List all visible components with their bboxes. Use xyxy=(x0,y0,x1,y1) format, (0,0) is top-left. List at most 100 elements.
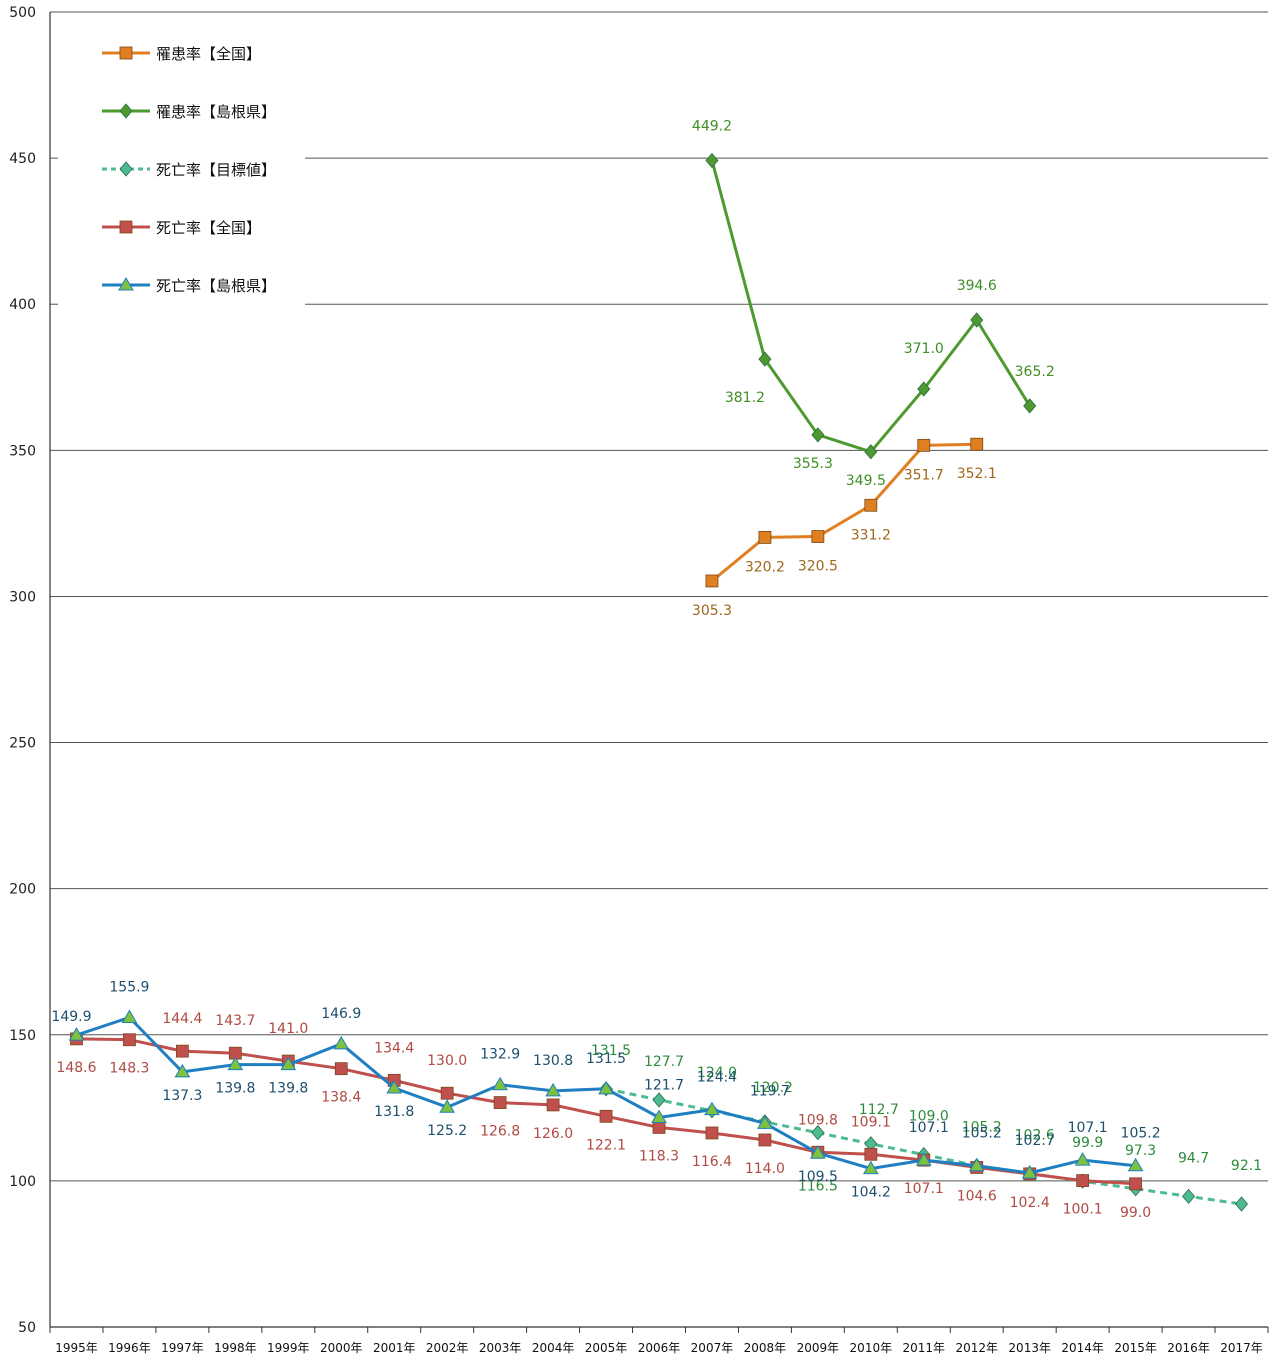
data-point xyxy=(864,498,878,512)
data-label: 134.4 xyxy=(374,1040,414,1056)
data-point xyxy=(970,437,984,451)
x-tick-label: 2006年 xyxy=(638,1341,681,1355)
data-label: 126.8 xyxy=(480,1124,520,1140)
data-label: 109.5 xyxy=(798,1169,838,1185)
data-point xyxy=(492,1076,509,1091)
data-label: 102.6 xyxy=(1015,1127,1055,1143)
data-label: 352.1 xyxy=(957,466,997,482)
data-label: 124.0 xyxy=(697,1065,737,1081)
x-tick-label: 2017年 xyxy=(1220,1341,1263,1355)
data-point xyxy=(1021,1165,1038,1179)
data-point xyxy=(227,1056,244,1071)
data-label: 138.4 xyxy=(321,1090,361,1106)
data-label: 102.4 xyxy=(1010,1195,1050,1211)
data-point xyxy=(651,1109,667,1123)
data-point xyxy=(705,574,719,588)
x-tick-label: 2008年 xyxy=(744,1341,787,1355)
data-point xyxy=(1129,1177,1143,1191)
data-label: 130.0 xyxy=(427,1053,467,1069)
legend-label: 罹患率【島根県】 xyxy=(156,103,276,121)
data-point xyxy=(758,1133,772,1147)
data-point xyxy=(493,1096,507,1109)
data-point xyxy=(599,1109,613,1123)
legend-marker xyxy=(118,277,134,291)
x-tick-label: 1996年 xyxy=(108,1341,151,1355)
legend-marker xyxy=(119,220,133,234)
y-tick-label: 400 xyxy=(9,297,36,313)
data-label: 130.8 xyxy=(533,1053,573,1069)
data-label: 122.1 xyxy=(586,1137,626,1153)
data-point xyxy=(917,381,931,397)
legend-marker xyxy=(119,46,133,60)
data-label: 394.6 xyxy=(957,278,997,294)
legend-marker xyxy=(119,103,133,119)
data-point xyxy=(705,152,719,169)
data-point xyxy=(758,531,772,544)
data-label: 99.0 xyxy=(1120,1205,1151,1221)
data-point xyxy=(1076,1174,1090,1187)
data-label: 137.3 xyxy=(162,1088,202,1104)
x-tick-label: 2014年 xyxy=(1061,1341,1104,1355)
x-tick-label: 2015年 xyxy=(1114,1341,1157,1355)
data-point xyxy=(917,438,931,452)
data-label: 116.5 xyxy=(798,1179,838,1195)
data-label: 112.7 xyxy=(859,1102,899,1118)
data-label: 155.9 xyxy=(109,980,149,996)
x-tick-label: 2005年 xyxy=(585,1341,628,1355)
data-label: 107.1 xyxy=(904,1181,944,1197)
data-label: 371.0 xyxy=(904,341,944,357)
data-label: 120.2 xyxy=(753,1080,793,1096)
legend-label: 死亡率【全国】 xyxy=(156,219,261,237)
data-label: 104.6 xyxy=(957,1188,997,1204)
legend-label: 死亡率【島根県】 xyxy=(156,277,276,295)
data-label: 320.5 xyxy=(798,559,838,575)
data-label: 114.0 xyxy=(745,1161,785,1177)
data-point xyxy=(123,1033,136,1047)
y-tick-label: 50 xyxy=(18,1320,36,1336)
data-point xyxy=(546,1098,560,1112)
y-tick-label: 200 xyxy=(9,882,36,898)
data-point xyxy=(598,1080,614,1095)
y-tick-label: 300 xyxy=(9,589,36,605)
data-point xyxy=(386,1079,403,1094)
data-label: 144.4 xyxy=(162,1011,202,1027)
data-label: 148.6 xyxy=(56,1060,96,1076)
data-point xyxy=(175,1044,189,1058)
data-label: 131.8 xyxy=(374,1104,414,1120)
data-point xyxy=(1234,1196,1249,1212)
x-tick-label: 2000年 xyxy=(320,1341,363,1355)
data-point xyxy=(333,1035,350,1050)
data-point xyxy=(970,312,984,328)
data-point xyxy=(968,1157,985,1172)
x-tick-label: 1997年 xyxy=(161,1341,204,1355)
data-point xyxy=(704,1101,720,1116)
data-label: 104.2 xyxy=(851,1185,891,1201)
data-point xyxy=(439,1099,456,1113)
data-point xyxy=(121,1009,138,1024)
data-label: 116.4 xyxy=(692,1154,732,1170)
data-label: 355.3 xyxy=(793,456,833,472)
data-point xyxy=(440,1086,454,1100)
y-tick-label: 100 xyxy=(9,1174,36,1190)
y-tick-label: 150 xyxy=(9,1028,36,1044)
legend-label: 死亡率【目標値】 xyxy=(156,161,276,179)
data-point xyxy=(809,1145,826,1159)
data-label: 105.2 xyxy=(962,1126,1002,1142)
data-label: 132.9 xyxy=(480,1047,520,1063)
data-point xyxy=(864,444,878,460)
data-label: 449.2 xyxy=(692,118,732,134)
x-tick-label: 1995年 xyxy=(55,1341,98,1355)
data-label: 365.2 xyxy=(1015,364,1055,380)
x-tick-label: 1998年 xyxy=(214,1341,257,1355)
x-tick-label: 2016年 xyxy=(1167,1341,1210,1355)
x-tick-label: 2007年 xyxy=(691,1341,734,1355)
y-tick-label: 250 xyxy=(9,736,36,752)
data-point xyxy=(915,1152,932,1166)
data-label: 351.7 xyxy=(904,467,944,483)
x-tick-label: 2009年 xyxy=(797,1341,840,1355)
data-point xyxy=(1182,1188,1196,1204)
data-label: 109.8 xyxy=(798,1112,838,1128)
data-label: 131.5 xyxy=(586,1051,626,1067)
x-tick-label: 2010年 xyxy=(850,1341,893,1355)
